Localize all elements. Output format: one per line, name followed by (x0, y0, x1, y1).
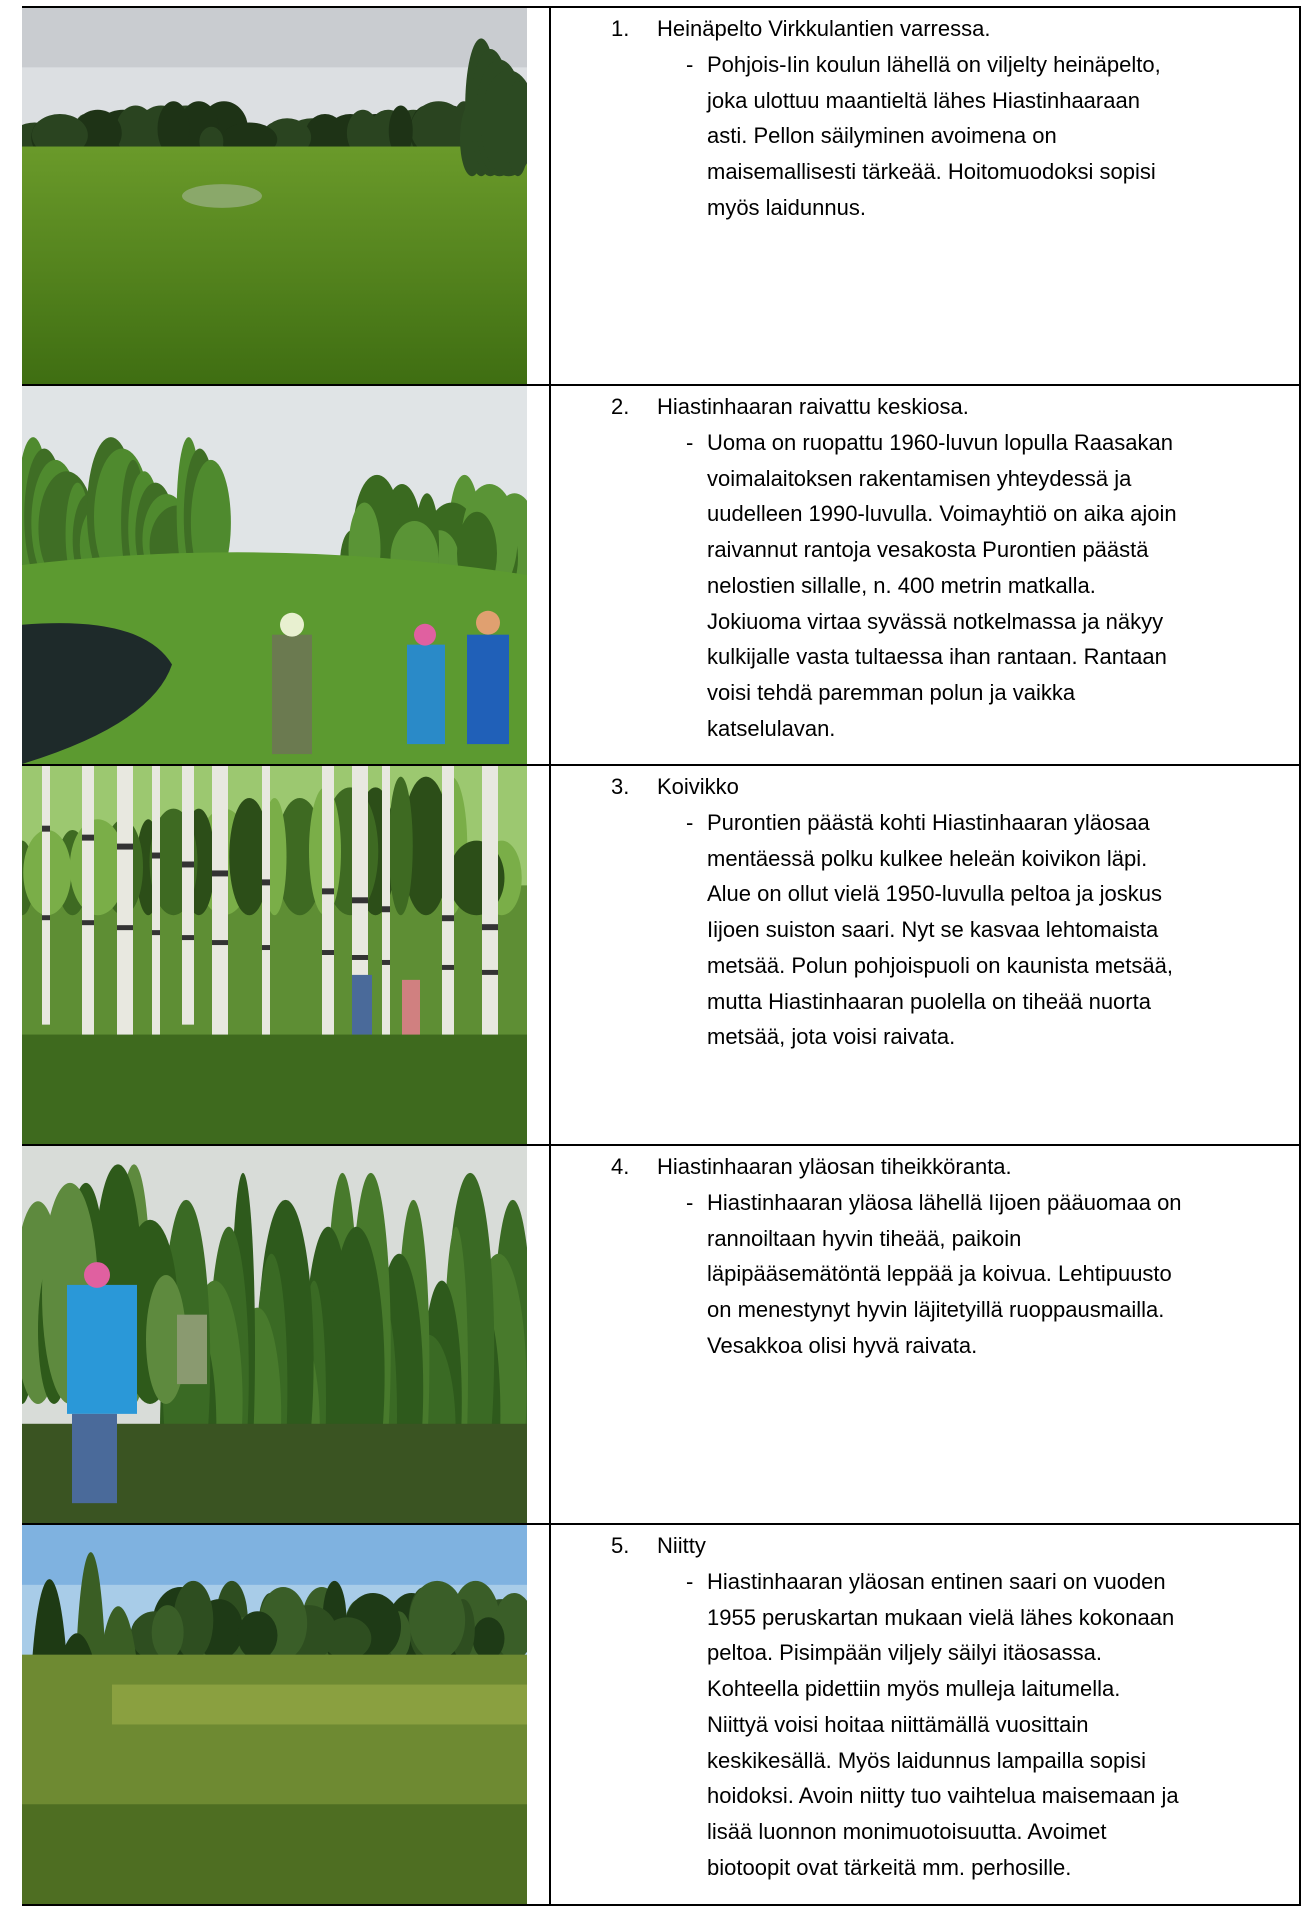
photo-image (10, 766, 527, 1144)
description-line: biotoopit ovat tärkeitä mm. perhosille. (707, 1854, 1072, 1880)
description-line: metsää, jota voisi raivata. (707, 1024, 956, 1050)
description-line: metsää. Polun pohjoispuoli on kaunista m… (707, 952, 1173, 978)
photo (10, 8, 537, 384)
description-line: peltoa. Pisimpään viljely säilyi itäosas… (707, 1640, 1102, 1666)
item-number: 1. (611, 16, 630, 41)
table-row: 3. Koivikko - Purontien päästä kohti Hiasti… (10, 764, 1301, 1146)
description-line: joka ulottuu maantieltä lähes Hiastinhaa… (707, 87, 1140, 113)
description-line: 1955 peruskartan mukaan vielä lähes koko… (707, 1604, 1175, 1630)
description-line: mentäessä polku kulkee heleän koivikon l… (707, 845, 1148, 871)
description-line: mutta Hiastinhaaran puolella on tiheää n… (707, 988, 1151, 1014)
description-line: voimalaitoksen rakentamisen yhteydessä j… (707, 465, 1132, 491)
photo (10, 766, 527, 1144)
photo (10, 1525, 535, 1904)
description-line: rannoiltaan hyvin tiheää, paikoin (707, 1225, 1022, 1251)
description-line: hoidoksi. Avoin niitty tuo vaihtelua mai… (707, 1783, 1179, 1809)
table-row: 2. Hiastinhaaran raivattu keskiosa. - Uoma … (10, 384, 1301, 766)
item-number: 3. (611, 774, 630, 799)
description-line: Iijoen suiston saari. Nyt se kasvaa leht… (707, 917, 1159, 943)
bullet-dash: - (686, 52, 694, 77)
description-line: katselulavan. (707, 715, 836, 741)
item-number: 4. (611, 1154, 630, 1179)
column-divider (549, 1525, 551, 1904)
bullet-dash: - (686, 810, 694, 835)
bullet-dash: - (686, 430, 694, 455)
description-line: raivannut rantoja vesakosta Purontien pä… (707, 537, 1149, 563)
item-number: 2. (611, 394, 630, 419)
bullet-dash: - (686, 1569, 694, 1594)
description-line: asti. Pellon säilyminen avoimena on (707, 123, 1057, 149)
bullet-dash: - (686, 1190, 694, 1215)
description-line: Hiastinhaaran yläosan entinen saari on v… (707, 1569, 1166, 1594)
item-title: Hiastinhaaran raivattu keskiosa. (657, 394, 969, 419)
description-line: on menestynyt hyvin läjitetyillä ruoppau… (707, 1297, 1165, 1323)
item-number: 5. (611, 1533, 630, 1558)
column-divider (549, 1146, 551, 1523)
photo-image (10, 1146, 533, 1523)
item-title: Koivikko (657, 774, 739, 799)
photo-image (10, 386, 539, 764)
item-title: Hiastinhaaran yläosan tiheikköranta. (657, 1154, 1012, 1179)
column-divider (549, 8, 551, 384)
table-row: 4. Hiastinhaaran yläosan tiheikköranta. - H… (10, 1144, 1301, 1525)
description-line: keskikesällä. Myös laidunnus lampailla s… (707, 1747, 1146, 1773)
table-row: 1. Heinäpelto Virkkulantien varressa. - Poh… (10, 6, 1301, 386)
item-title: Niitty (657, 1533, 706, 1558)
description-line: Purontien päästä kohti Hiastinhaaran ylä… (707, 810, 1150, 835)
description-line: myös laidunnus. (707, 194, 866, 220)
description-line: maisemallisesti tärkeää. Hoitomuodoksi s… (707, 159, 1156, 185)
photo (10, 386, 539, 764)
description-line: lisää luonnon monimuotoisuutta. Avoimet (707, 1818, 1107, 1844)
description-line: Kohteella pidettiin myös mulleja laitume… (707, 1676, 1121, 1702)
description-line: voisi tehdä paremman polun ja vaikka (707, 679, 1076, 705)
description-line: Hiastinhaaran yläosa lähellä Iijoen pääu… (707, 1190, 1182, 1215)
description-line: Niittyä voisi hoitaa niittämällä vuositt… (707, 1711, 1089, 1737)
description-line: läpipääsemätöntä leppää ja koivua. Lehti… (707, 1261, 1172, 1287)
table-row: 5. Niitty - Hiastinhaaran yläosan entinen s… (10, 1523, 1301, 1906)
description-line: kulkijalle vasta tultaessa ihan rantaan.… (707, 644, 1167, 670)
description-line: uudelleen 1990-luvulla. Voimayhtiö on ai… (707, 501, 1177, 527)
photo-image (10, 8, 537, 384)
photo-image (10, 1525, 535, 1904)
description-line: Uoma on ruopattu 1960-luvun lopulla Raas… (707, 430, 1173, 455)
item-title: Heinäpelto Virkkulantien varressa. (657, 16, 991, 41)
column-divider (549, 386, 551, 764)
photo (10, 1146, 533, 1523)
column-divider (549, 766, 551, 1144)
description-line: Alue on ollut vielä 1950-luvulla peltoa … (707, 881, 1162, 907)
description-line: Vesakkoa olisi hyvä raivata. (707, 1332, 978, 1358)
description-line: nelostien sillalle, n. 400 metrin matkal… (707, 572, 1096, 598)
description-line: Jokiuoma virtaa syvässä notkelmassa ja n… (707, 608, 1164, 634)
description-line: Pohjois-Iin koulun lähellä on viljelty h… (707, 52, 1161, 77)
